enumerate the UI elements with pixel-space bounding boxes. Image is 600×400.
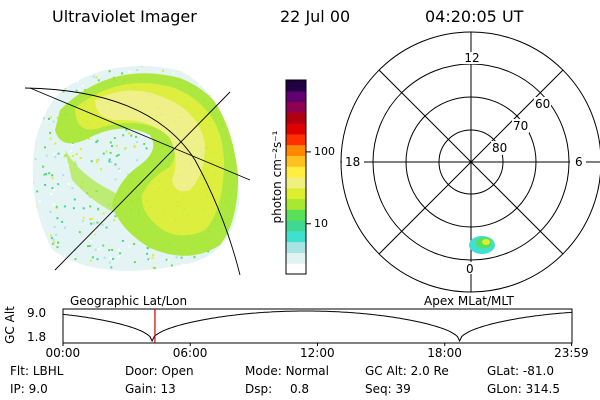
colorbar-block — [286, 209, 306, 221]
latlon-grid-line — [29, 87, 251, 181]
ip-value: 9.0 — [28, 382, 48, 396]
geographic-caption: Geographic Lat/Lon — [70, 294, 188, 308]
image-date: 22 Jul 00 — [280, 7, 351, 26]
colorbar-block — [286, 155, 306, 167]
label-mask — [342, 155, 364, 168]
glon-value: 314.5 — [525, 382, 560, 396]
colorbar-block — [286, 144, 306, 156]
colorbar — [285, 79, 311, 275]
label-mask — [460, 262, 482, 274]
timeline-ylabel: GC Alt — [3, 306, 17, 344]
colorbar-block — [286, 123, 306, 135]
mlt-line-diag-b — [378, 69, 564, 255]
dsp-value: 0.8 — [289, 382, 310, 396]
colorbar-block — [286, 177, 306, 189]
mlt-label-midnight: 0 — [466, 262, 474, 276]
gcalt-value: 2.0 Re — [410, 364, 449, 378]
image-edge — [31, 65, 241, 272]
colorbar-block — [286, 252, 306, 264]
geographic-image-panel — [24, 65, 251, 276]
timeline-tick-label: 00:00 — [45, 346, 81, 360]
colorbar-block — [286, 220, 306, 232]
seq-value: 39 — [395, 382, 411, 396]
mode-value: Normal — [285, 364, 329, 378]
glon-field: GLon: 314.5 — [487, 382, 560, 396]
mlat-label-60: 60 — [534, 97, 552, 111]
timeline-tick-label: 12:00 — [300, 346, 335, 360]
dsp-field: Dsp: 0.8 — [245, 382, 310, 396]
colorbar-block — [286, 198, 306, 210]
polar-mlat-mlt-plot — [340, 31, 600, 293]
seq-field: Seq: 39 — [365, 382, 411, 396]
mlt-label-dawn: 6 — [575, 155, 583, 169]
colorbar-block — [286, 80, 306, 92]
colorbar-block — [286, 230, 306, 243]
door-value: Open — [161, 364, 194, 378]
colorbar-block — [286, 241, 306, 253]
label-mask — [570, 155, 586, 168]
colorbar-unit-label: photon cm⁻²s⁻¹ — [270, 130, 284, 224]
latitude-circle — [24, 87, 241, 276]
gain-value: 13 — [160, 382, 176, 396]
glat-value: -81.0 — [522, 364, 554, 378]
image-time: 04:20:05 UT — [425, 7, 524, 26]
mlat-label-70: 70 — [512, 119, 530, 133]
colorbar-block — [286, 166, 306, 178]
timeline-ymin: 1.8 — [27, 330, 47, 344]
colorbar-block — [286, 112, 306, 124]
altitude-curve — [62, 310, 573, 343]
colorbar-block — [286, 133, 306, 146]
colorbar-block — [286, 187, 306, 200]
timeline-tick-label: 23:59 — [554, 346, 589, 360]
gcalt-field: GC Alt: 2.0 Re — [365, 364, 449, 378]
altitude-timeline — [62, 308, 573, 346]
filter-value: LBHL — [32, 364, 64, 378]
timeline-ymax: 9.0 — [27, 306, 47, 320]
colorbar-block — [286, 263, 306, 275]
mlat-label-80: 80 — [491, 141, 509, 155]
colorbar-frame — [285, 79, 307, 275]
door-field: Door: Open — [125, 364, 194, 378]
latlon-grid-line — [54, 91, 231, 271]
timeline-frame — [62, 308, 573, 344]
label-mask — [460, 52, 482, 64]
mapped-aurora-spot — [469, 236, 495, 254]
mlt-label-dusk: 18 — [345, 155, 361, 169]
mode-field: Mode: Normal — [245, 364, 329, 378]
timeline-tick-label: 06:00 — [172, 346, 208, 360]
colorbar-block — [286, 101, 306, 113]
filter-field: Flt: LBHL — [10, 364, 64, 378]
gain-field: Gain: 13 — [125, 382, 176, 396]
colorbar-block — [286, 90, 306, 103]
apex-caption: Apex MLat/MLT — [424, 294, 514, 308]
ip-field: IP: 9.0 — [10, 382, 48, 396]
glat-field: GLat: -81.0 — [487, 364, 554, 378]
timeline-ylabel-wrap: GC Alt — [3, 304, 17, 348]
mlt-label-noon: 12 — [464, 51, 480, 65]
auroral-oval-emission — [55, 73, 239, 256]
instrument-title: Ultraviolet Imager — [52, 7, 197, 26]
timeline-tick-label: 18:00 — [427, 346, 462, 360]
colorbar-tick-label: 100 — [314, 144, 335, 158]
colorbar-tick-label: 10 — [314, 216, 328, 230]
